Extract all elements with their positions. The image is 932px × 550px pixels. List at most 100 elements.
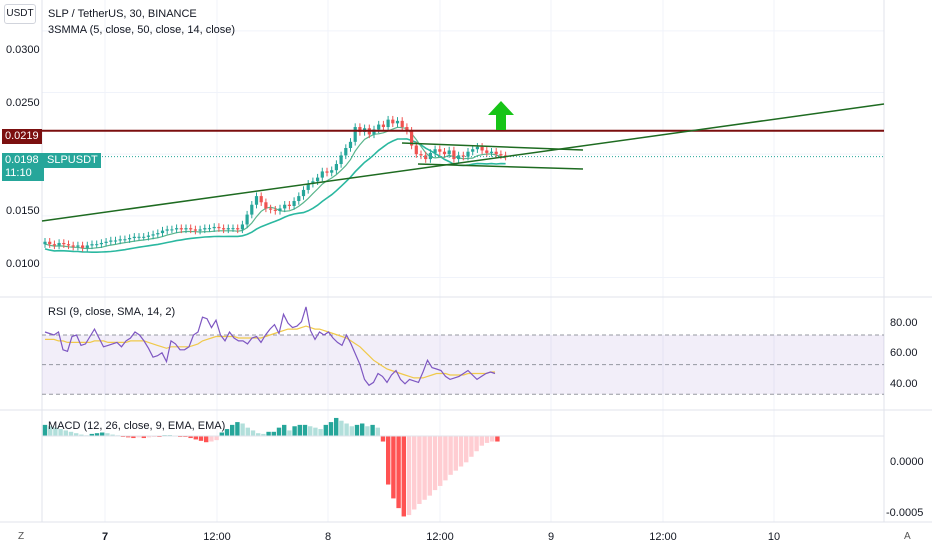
price-tick: 0.0250	[6, 97, 40, 109]
macd-histogram-bar	[318, 429, 323, 436]
macd-histogram-bar	[53, 427, 58, 436]
candle-body	[344, 148, 348, 156]
candle-body	[240, 224, 244, 230]
macd-histogram-bar	[401, 435, 406, 517]
macd-histogram-bar	[224, 429, 230, 436]
candle-body	[175, 228, 179, 230]
macd-histogram-bar	[250, 430, 256, 436]
macd-histogram-bar	[391, 435, 396, 499]
candle-body	[278, 208, 282, 211]
macd-histogram-bar	[344, 423, 349, 436]
candle-body	[330, 170, 334, 173]
macd-histogram-bar	[266, 431, 271, 436]
macd-histogram-bar	[386, 435, 391, 485]
candle-body	[438, 149, 442, 152]
candle-body	[466, 151, 470, 157]
candle-body	[212, 226, 216, 229]
candle-body	[236, 228, 240, 230]
rsi-indicator-legend[interactable]: RSI (9, close, SMA, 14, 2)	[48, 306, 176, 318]
candle-body	[325, 171, 329, 173]
grid	[42, 0, 884, 522]
candle-body	[316, 177, 320, 182]
candle-body	[71, 245, 75, 247]
macd-histogram-bar	[484, 435, 490, 443]
rsi-tick: 60.00	[890, 347, 918, 359]
candle-body	[372, 129, 376, 135]
candle-body	[428, 152, 432, 160]
macd-histogram-bar	[146, 435, 152, 438]
macd-histogram-bar	[479, 435, 484, 446]
candle-body	[123, 239, 127, 241]
candle-body	[43, 241, 47, 245]
macd-histogram-bar	[94, 433, 100, 436]
candle-body	[142, 236, 146, 238]
macd-histogram-bar	[469, 435, 474, 457]
rsi-tick: 40.00	[890, 378, 918, 390]
last-price-label: 0.0198 11:10	[2, 153, 44, 181]
macd-histogram-bar	[323, 424, 328, 436]
candle-body	[104, 241, 108, 243]
currency-button[interactable]: USDT	[4, 4, 36, 24]
macd-histogram-bar	[375, 427, 380, 436]
price-tick: 0.0100	[6, 258, 40, 270]
macd-histogram-bar	[219, 432, 224, 436]
rsi-pane	[42, 306, 884, 395]
timezone-button[interactable]: Z	[18, 531, 25, 542]
macd-histogram-bar	[271, 431, 276, 436]
candle-body	[433, 149, 437, 153]
macd-histogram-bar	[42, 424, 48, 436]
macd-histogram-bar	[193, 435, 198, 440]
macd-histogram-bar	[308, 426, 313, 436]
macd-histogram-bar	[287, 430, 292, 436]
candle-body	[273, 209, 277, 211]
candle-body	[151, 234, 155, 236]
price-pane	[41, 101, 885, 253]
symbol-title[interactable]: SLP / TetherUS, 30, BINANCE	[48, 8, 197, 20]
macd-histogram-bar	[188, 435, 193, 439]
macd-histogram-bar	[58, 429, 63, 436]
macd-histogram-bar	[141, 435, 146, 439]
ma-slow-line	[44, 138, 506, 253]
triangle-lower-line	[417, 163, 584, 170]
candle-body	[90, 244, 94, 246]
macd-histogram-bar	[282, 424, 287, 436]
candle-body	[76, 245, 80, 247]
candle-body	[419, 154, 423, 156]
macd-histogram-bar	[74, 433, 79, 436]
macd-tick: 0.0000	[890, 456, 924, 468]
macd-indicator-legend[interactable]: MACD (12, 26, close, 9, EMA, EMA)	[48, 420, 226, 432]
candle-body	[62, 242, 66, 245]
macd-histogram-bar	[126, 435, 131, 438]
candle-body	[99, 242, 103, 245]
macd-histogram-bar	[302, 424, 308, 436]
candle-body	[52, 244, 56, 246]
macd-histogram-bar	[131, 435, 136, 439]
candle-body	[184, 228, 188, 230]
ascending-trendline	[41, 103, 885, 222]
macd-histogram-bar	[240, 423, 245, 436]
breakout-arrow-icon	[488, 101, 514, 130]
macd-histogram-bar	[432, 435, 438, 491]
candle-body	[146, 235, 150, 237]
macd-histogram-bar	[256, 433, 261, 436]
macd-histogram-bar	[204, 435, 209, 443]
macd-histogram-bar	[349, 426, 354, 436]
ma-indicator-legend[interactable]: 3SMMA (5, close, 50, close, 14, close)	[48, 24, 236, 36]
time-tick: 12:00	[426, 531, 454, 543]
candle-body	[245, 214, 249, 225]
auto-scale-button[interactable]: A	[904, 531, 911, 542]
candle-body	[287, 204, 291, 206]
macd-histogram-bar	[292, 426, 297, 436]
candle-body	[499, 154, 503, 156]
macd-histogram-bar	[412, 435, 417, 510]
candle-body	[405, 127, 409, 131]
macd-tick: -0.0005	[886, 507, 924, 519]
macd-histogram-bar	[453, 435, 458, 471]
candle-body	[109, 240, 113, 242]
candle-body	[452, 150, 456, 160]
candle-body	[118, 239, 122, 241]
macd-histogram-bar	[245, 427, 250, 436]
bar-countdown: 11:10	[5, 167, 32, 179]
candle-body	[494, 151, 498, 155]
